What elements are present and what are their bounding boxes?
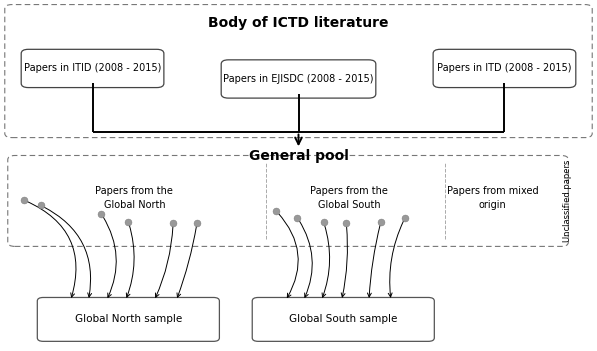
- FancyBboxPatch shape: [21, 49, 164, 87]
- Text: Papers in ITD (2008 - 2015): Papers in ITD (2008 - 2015): [437, 64, 572, 73]
- Text: Papers from the
Global North: Papers from the Global North: [96, 186, 173, 210]
- Text: Unclassified papers: Unclassified papers: [563, 160, 573, 242]
- Text: Papers from the
Global South: Papers from the Global South: [310, 186, 388, 210]
- Text: Papers in EJISDC (2008 - 2015): Papers in EJISDC (2008 - 2015): [223, 74, 374, 84]
- FancyBboxPatch shape: [38, 298, 220, 341]
- Text: Papers from mixed
origin: Papers from mixed origin: [447, 186, 538, 210]
- FancyBboxPatch shape: [433, 49, 576, 87]
- Text: Global South sample: Global South sample: [289, 314, 398, 324]
- Text: Global North sample: Global North sample: [75, 314, 182, 324]
- Text: Body of ICTD literature: Body of ICTD literature: [208, 16, 389, 30]
- FancyBboxPatch shape: [221, 60, 376, 98]
- FancyBboxPatch shape: [8, 155, 568, 246]
- FancyBboxPatch shape: [5, 5, 592, 138]
- FancyBboxPatch shape: [252, 298, 435, 341]
- Text: Papers in ITID (2008 - 2015): Papers in ITID (2008 - 2015): [24, 64, 161, 73]
- Text: General pool: General pool: [248, 149, 349, 163]
